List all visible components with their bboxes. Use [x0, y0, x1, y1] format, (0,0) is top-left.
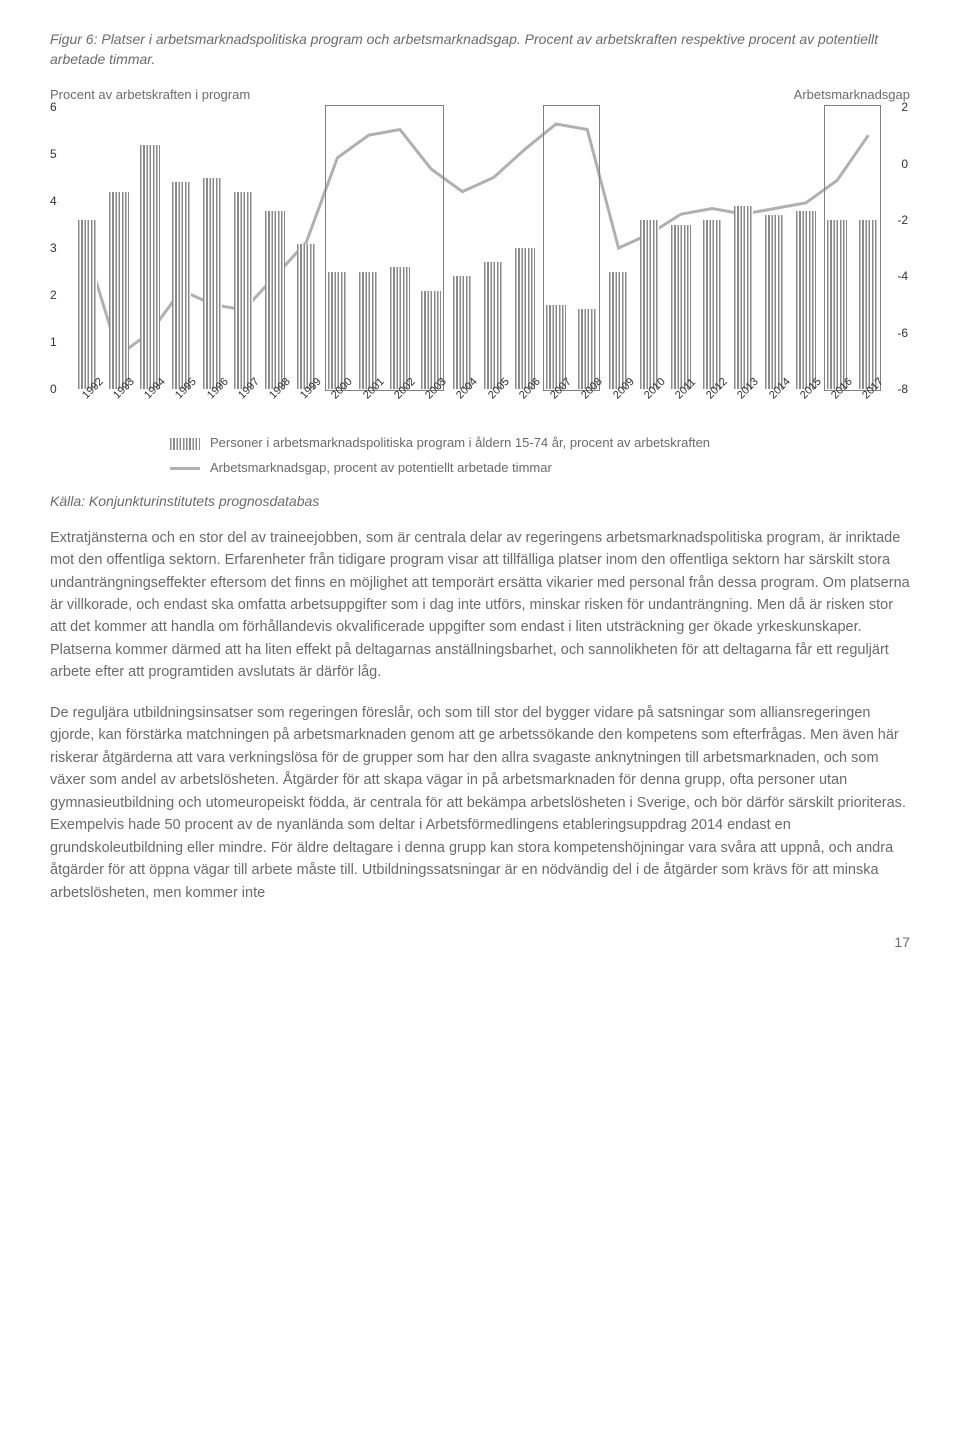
bar	[640, 220, 659, 389]
y-right-tick: 2	[901, 100, 908, 114]
source-line: Källa: Konjunkturinstitutets prognosdata…	[50, 493, 910, 509]
y-left-tick: 6	[50, 100, 57, 114]
bar	[765, 215, 784, 389]
bar	[734, 206, 753, 389]
legend-swatch-bars	[170, 438, 200, 450]
legend-bars-label: Personer i arbetsmarknadspolitiska progr…	[210, 431, 710, 456]
bar	[671, 225, 690, 390]
bar	[140, 145, 159, 389]
page-number: 17	[50, 934, 910, 950]
bar	[172, 182, 191, 389]
bar	[203, 178, 222, 390]
y-left-tick: 5	[50, 147, 57, 161]
y-right-tick: -6	[897, 326, 908, 340]
bar	[703, 220, 722, 389]
bar	[109, 192, 128, 389]
y-right-tick: -8	[897, 382, 908, 396]
bar	[609, 272, 628, 390]
bar	[796, 211, 815, 390]
bar	[484, 262, 503, 389]
bar	[234, 192, 253, 389]
bar	[78, 220, 97, 389]
highlight-box	[325, 105, 444, 391]
y-left-tick: 4	[50, 194, 57, 208]
y-left-tick: 3	[50, 241, 57, 255]
body-paragraph-2: De reguljära utbildningsinsatser som reg…	[50, 702, 910, 904]
x-axis: 1992199319941995199619971998199920002001…	[72, 389, 884, 417]
y-axis-left-label: Procent av arbetskraften i program	[50, 87, 250, 102]
legend-swatch-line	[170, 467, 200, 470]
y-left-tick: 0	[50, 382, 57, 396]
figure-caption: Figur 6: Platser i arbetsmarknadspolitis…	[50, 30, 910, 69]
y-right-tick: -2	[897, 213, 908, 227]
line-series-svg	[72, 107, 884, 389]
highlight-box	[543, 105, 600, 391]
chart-plot-area: 0123456-8-6-4-202	[72, 107, 884, 389]
legend-line-label: Arbetsmarknadsgap, procent av potentiell…	[210, 456, 552, 481]
bar	[453, 276, 472, 389]
y-right-tick: 0	[901, 157, 908, 171]
bar	[515, 248, 534, 389]
bar	[265, 211, 284, 390]
y-left-tick: 2	[50, 288, 57, 302]
body-paragraph-1: Extratjänsterna och en stor del av train…	[50, 527, 910, 684]
y-right-tick: -4	[897, 269, 908, 283]
bar	[297, 244, 316, 390]
legend-row-line: Arbetsmarknadsgap, procent av potentiell…	[170, 456, 910, 481]
highlight-box	[824, 105, 881, 391]
chart-legend: Personer i arbetsmarknadspolitiska progr…	[170, 431, 910, 480]
legend-row-bars: Personer i arbetsmarknadspolitiska progr…	[170, 431, 910, 456]
chart-container: Procent av arbetskraften i program Arbet…	[50, 87, 910, 417]
y-axis-right-label: Arbetsmarknadsgap	[794, 87, 910, 102]
y-left-tick: 1	[50, 335, 57, 349]
